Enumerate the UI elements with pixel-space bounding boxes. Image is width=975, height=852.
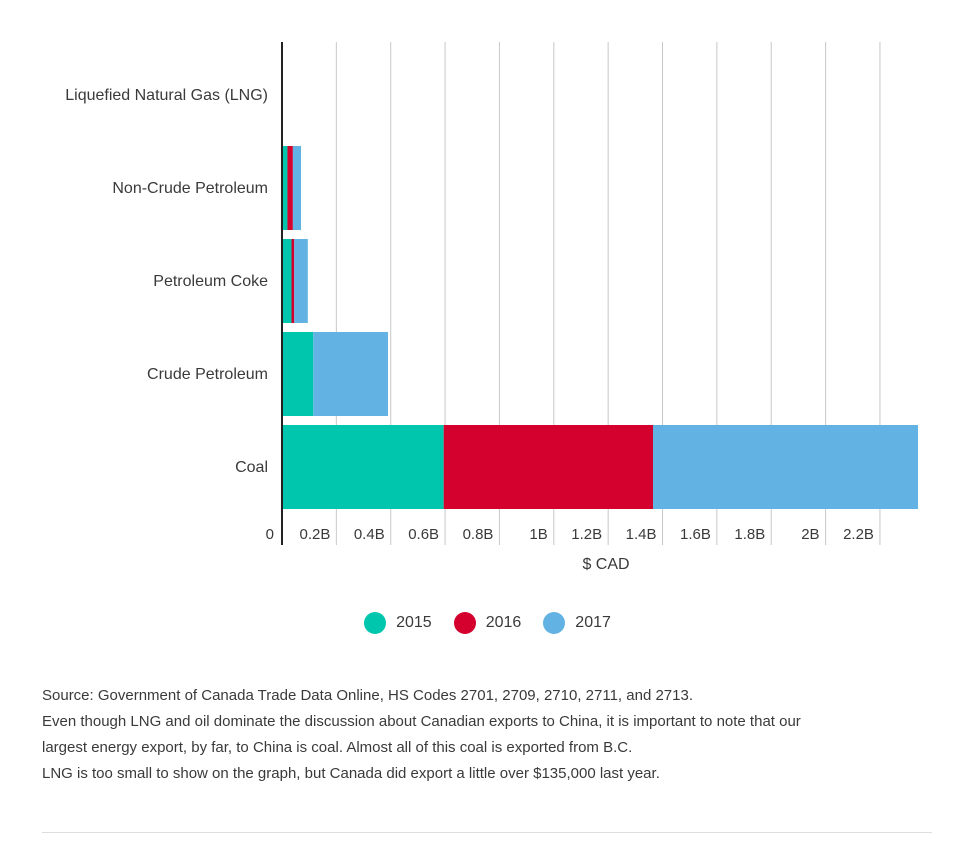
bar-segment bbox=[292, 146, 302, 230]
category-label: Petroleum Coke bbox=[153, 273, 268, 290]
legend-label: 2017 bbox=[575, 614, 611, 631]
bar-segment bbox=[282, 146, 288, 230]
x-tick-label: 2.2B bbox=[843, 526, 874, 543]
x-tick-label: 2B bbox=[801, 526, 819, 543]
legend-item: 2017 bbox=[543, 612, 611, 634]
chart-notes: Source: Government of Canada Trade Data … bbox=[42, 683, 942, 787]
legend-label: 2016 bbox=[485, 614, 522, 631]
x-tick-label: 1.2B bbox=[571, 526, 602, 543]
legend-label: 2015 bbox=[396, 614, 432, 631]
note-line-3: LNG is too small to show on the graph, b… bbox=[42, 765, 660, 782]
bar-segment bbox=[294, 239, 308, 323]
bar-segment bbox=[443, 425, 653, 509]
x-tick-label: 0.2B bbox=[299, 526, 330, 543]
bar-segment bbox=[282, 425, 444, 509]
x-tick-labels: 0 0.2B 0.4B 0.6B 0.8B 1B 1.2B 1.4B 1.6B 1.8B 2B 2.2… bbox=[266, 526, 874, 543]
x-tick-label: 0.8B bbox=[463, 526, 494, 543]
note-line-1: Even though LNG and oil dominate the dis… bbox=[42, 713, 801, 730]
bar-segment bbox=[313, 332, 388, 416]
legend-item: 2015 bbox=[364, 612, 432, 634]
bars bbox=[282, 53, 918, 509]
x-tick-label: 1B bbox=[529, 526, 547, 543]
x-tick-label: 1.6B bbox=[680, 526, 711, 543]
x-tick-label: 0.4B bbox=[354, 526, 385, 543]
category-label: Liquefied Natural Gas (LNG) bbox=[65, 87, 268, 104]
source-note: Source: Government of Canada Trade Data … bbox=[42, 687, 693, 704]
bar-segment bbox=[282, 239, 292, 323]
category-labels: Liquefied Natural Gas (LNG) Non-Crude Pet… bbox=[65, 87, 268, 476]
x-tick-label: 0.6B bbox=[408, 526, 439, 543]
x-tick-label: 1.8B bbox=[734, 526, 765, 543]
legend-swatch bbox=[364, 612, 387, 634]
stacked-bar-chart: Liquefied Natural Gas (LNG) Non-Crude Pet… bbox=[65, 42, 918, 573]
legend-swatch bbox=[453, 612, 476, 634]
bar-segment bbox=[291, 239, 295, 323]
bar-segment bbox=[287, 146, 293, 230]
legend: 2015 2016 2017 bbox=[0, 612, 975, 634]
x-axis-title: $ CAD bbox=[582, 556, 629, 573]
category-label: Non-Crude Petroleum bbox=[112, 180, 268, 197]
bar-segment bbox=[282, 332, 314, 416]
x-tick-label: 0 bbox=[266, 526, 274, 543]
divider bbox=[42, 832, 932, 833]
category-label: Crude Petroleum bbox=[147, 366, 268, 383]
legend-swatch bbox=[543, 612, 566, 634]
bar-segment bbox=[653, 425, 918, 509]
note-line-2: largest energy export, by far, to China … bbox=[42, 739, 633, 756]
legend-item: 2016 bbox=[453, 612, 522, 634]
category-label: Coal bbox=[235, 459, 268, 476]
x-tick-label: 1.4B bbox=[626, 526, 657, 543]
